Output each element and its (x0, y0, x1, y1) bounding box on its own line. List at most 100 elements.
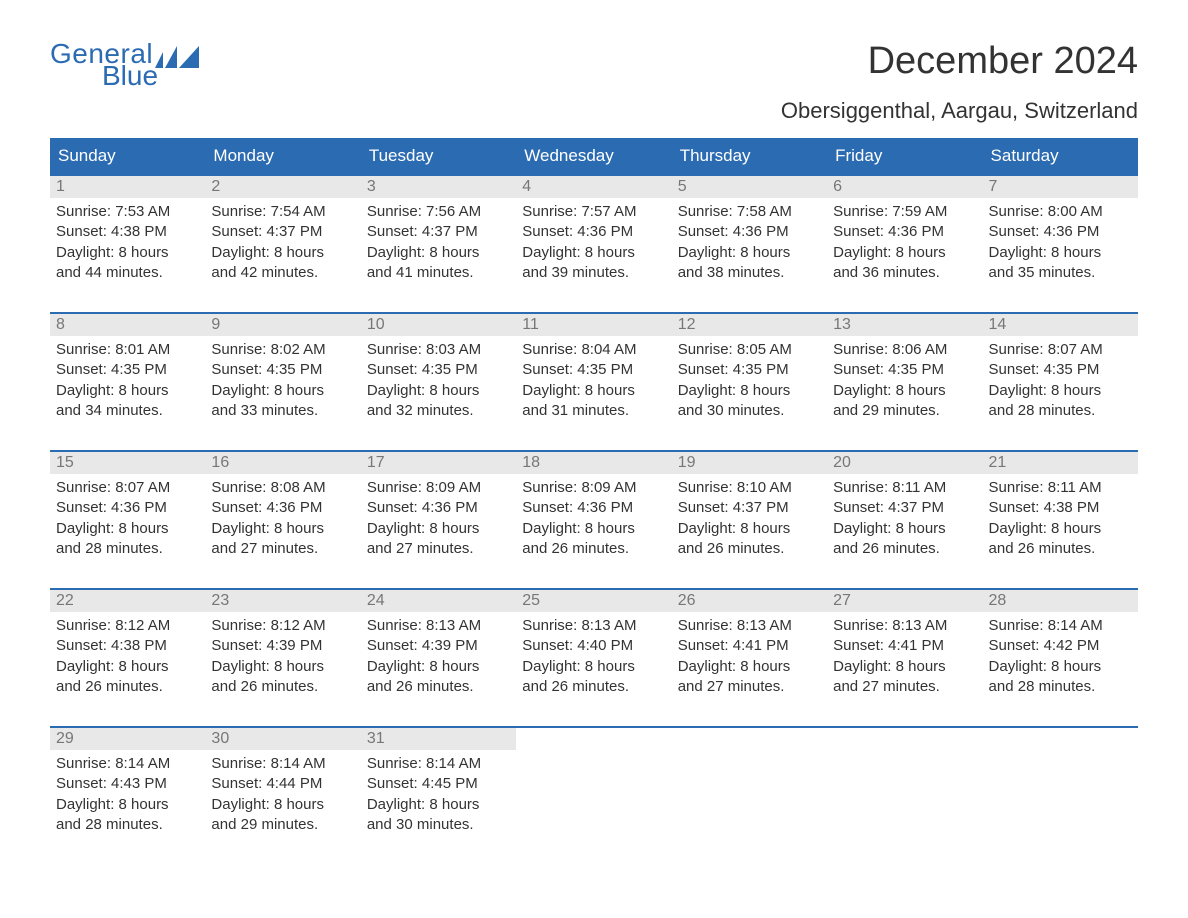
day-number: 26 (672, 590, 827, 612)
day-cell: 17Sunrise: 8:09 AMSunset: 4:36 PMDayligh… (361, 452, 516, 572)
day-number: 22 (50, 590, 205, 612)
daylight1-text: Daylight: 8 hours (211, 657, 354, 677)
day-cell: 19Sunrise: 8:10 AMSunset: 4:37 PMDayligh… (672, 452, 827, 572)
sunset-text: Sunset: 4:38 PM (989, 498, 1132, 518)
day-cell: 24Sunrise: 8:13 AMSunset: 4:39 PMDayligh… (361, 590, 516, 710)
daylight1-text: Daylight: 8 hours (56, 243, 199, 263)
calendar-week: 15Sunrise: 8:07 AMSunset: 4:36 PMDayligh… (50, 450, 1138, 572)
sunrise-text: Sunrise: 8:13 AM (678, 616, 821, 636)
sunrise-text: Sunrise: 8:08 AM (211, 478, 354, 498)
sunrise-text: Sunrise: 8:11 AM (989, 478, 1132, 498)
sunrise-text: Sunrise: 7:56 AM (367, 202, 510, 222)
day-cell: 10Sunrise: 8:03 AMSunset: 4:35 PMDayligh… (361, 314, 516, 434)
day-number: 13 (827, 314, 982, 336)
daylight2-text: and 26 minutes. (989, 539, 1132, 559)
weekday-label: Saturday (983, 138, 1138, 174)
daylight1-text: Daylight: 8 hours (833, 519, 976, 539)
daylight2-text: and 26 minutes. (833, 539, 976, 559)
sunrise-text: Sunrise: 8:04 AM (522, 340, 665, 360)
sunset-text: Sunset: 4:38 PM (56, 222, 199, 242)
day-number: 9 (205, 314, 360, 336)
page-title: December 2024 (868, 40, 1138, 83)
sunset-text: Sunset: 4:35 PM (211, 360, 354, 380)
day-content: Sunrise: 8:01 AMSunset: 4:35 PMDaylight:… (50, 336, 205, 425)
day-content: Sunrise: 8:13 AMSunset: 4:39 PMDaylight:… (361, 612, 516, 701)
sunset-text: Sunset: 4:36 PM (522, 498, 665, 518)
calendar-week: 22Sunrise: 8:12 AMSunset: 4:38 PMDayligh… (50, 588, 1138, 710)
day-content: Sunrise: 7:57 AMSunset: 4:36 PMDaylight:… (516, 198, 671, 287)
day-content: Sunrise: 8:11 AMSunset: 4:38 PMDaylight:… (983, 474, 1138, 563)
day-content: Sunrise: 8:07 AMSunset: 4:36 PMDaylight:… (50, 474, 205, 563)
day-number: 30 (205, 728, 360, 750)
sunset-text: Sunset: 4:36 PM (367, 498, 510, 518)
day-number: 19 (672, 452, 827, 474)
daylight1-text: Daylight: 8 hours (989, 243, 1132, 263)
day-content: Sunrise: 8:11 AMSunset: 4:37 PMDaylight:… (827, 474, 982, 563)
day-number: 21 (983, 452, 1138, 474)
day-number: 14 (983, 314, 1138, 336)
daylight1-text: Daylight: 8 hours (678, 657, 821, 677)
header: General Blue December 2024 (50, 40, 1138, 90)
day-number: 4 (516, 176, 671, 198)
day-cell: 26Sunrise: 8:13 AMSunset: 4:41 PMDayligh… (672, 590, 827, 710)
day-cell: 9Sunrise: 8:02 AMSunset: 4:35 PMDaylight… (205, 314, 360, 434)
sunset-text: Sunset: 4:35 PM (678, 360, 821, 380)
sunrise-text: Sunrise: 8:13 AM (833, 616, 976, 636)
sunset-text: Sunset: 4:41 PM (678, 636, 821, 656)
weekday-label: Wednesday (516, 138, 671, 174)
day-cell: 8Sunrise: 8:01 AMSunset: 4:35 PMDaylight… (50, 314, 205, 434)
day-number: 29 (50, 728, 205, 750)
day-content: Sunrise: 8:13 AMSunset: 4:41 PMDaylight:… (672, 612, 827, 701)
day-cell: . (516, 728, 671, 848)
day-number: 15 (50, 452, 205, 474)
day-content: Sunrise: 8:00 AMSunset: 4:36 PMDaylight:… (983, 198, 1138, 287)
sunrise-text: Sunrise: 8:12 AM (211, 616, 354, 636)
sunset-text: Sunset: 4:41 PM (833, 636, 976, 656)
calendar-week: 29Sunrise: 8:14 AMSunset: 4:43 PMDayligh… (50, 726, 1138, 848)
sunrise-text: Sunrise: 7:57 AM (522, 202, 665, 222)
day-cell: 1Sunrise: 7:53 AMSunset: 4:38 PMDaylight… (50, 176, 205, 296)
day-content: Sunrise: 8:05 AMSunset: 4:35 PMDaylight:… (672, 336, 827, 425)
day-cell: 3Sunrise: 7:56 AMSunset: 4:37 PMDaylight… (361, 176, 516, 296)
day-cell: 16Sunrise: 8:08 AMSunset: 4:36 PMDayligh… (205, 452, 360, 572)
daylight2-text: and 31 minutes. (522, 401, 665, 421)
day-cell: 20Sunrise: 8:11 AMSunset: 4:37 PMDayligh… (827, 452, 982, 572)
sunrise-text: Sunrise: 8:02 AM (211, 340, 354, 360)
daylight2-text: and 27 minutes. (367, 539, 510, 559)
sunset-text: Sunset: 4:35 PM (989, 360, 1132, 380)
daylight1-text: Daylight: 8 hours (211, 795, 354, 815)
day-content: Sunrise: 7:56 AMSunset: 4:37 PMDaylight:… (361, 198, 516, 287)
daylight2-text: and 28 minutes. (56, 815, 199, 835)
day-cell: 27Sunrise: 8:13 AMSunset: 4:41 PMDayligh… (827, 590, 982, 710)
daylight2-text: and 28 minutes. (989, 401, 1132, 421)
day-cell: 7Sunrise: 8:00 AMSunset: 4:36 PMDaylight… (983, 176, 1138, 296)
day-cell: 21Sunrise: 8:11 AMSunset: 4:38 PMDayligh… (983, 452, 1138, 572)
daylight1-text: Daylight: 8 hours (989, 381, 1132, 401)
sunset-text: Sunset: 4:37 PM (367, 222, 510, 242)
day-cell: . (672, 728, 827, 848)
daylight2-text: and 26 minutes. (522, 677, 665, 697)
daylight2-text: and 28 minutes. (56, 539, 199, 559)
daylight2-text: and 41 minutes. (367, 263, 510, 283)
daylight1-text: Daylight: 8 hours (56, 657, 199, 677)
sunset-text: Sunset: 4:37 PM (678, 498, 821, 518)
sunset-text: Sunset: 4:36 PM (522, 222, 665, 242)
daylight2-text: and 44 minutes. (56, 263, 199, 283)
weekday-header: Sunday Monday Tuesday Wednesday Thursday… (50, 138, 1138, 174)
daylight2-text: and 39 minutes. (522, 263, 665, 283)
day-number: 10 (361, 314, 516, 336)
daylight2-text: and 27 minutes. (833, 677, 976, 697)
daylight1-text: Daylight: 8 hours (522, 657, 665, 677)
sunrise-text: Sunrise: 8:13 AM (367, 616, 510, 636)
daylight2-text: and 32 minutes. (367, 401, 510, 421)
sunset-text: Sunset: 4:43 PM (56, 774, 199, 794)
daylight1-text: Daylight: 8 hours (522, 381, 665, 401)
day-number: 25 (516, 590, 671, 612)
sunrise-text: Sunrise: 7:58 AM (678, 202, 821, 222)
day-cell: 25Sunrise: 8:13 AMSunset: 4:40 PMDayligh… (516, 590, 671, 710)
daylight1-text: Daylight: 8 hours (56, 381, 199, 401)
day-number: 2 (205, 176, 360, 198)
sunset-text: Sunset: 4:40 PM (522, 636, 665, 656)
sunrise-text: Sunrise: 8:07 AM (989, 340, 1132, 360)
day-number: 24 (361, 590, 516, 612)
